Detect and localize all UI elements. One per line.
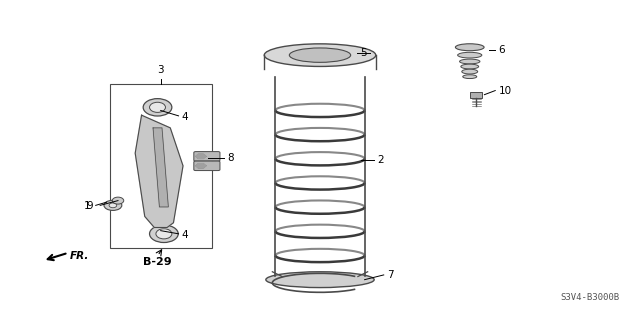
Text: 8: 8 [228,153,234,163]
Text: FR.: FR. [70,251,90,261]
Text: 10: 10 [499,85,511,96]
FancyBboxPatch shape [194,161,220,171]
Text: 5: 5 [360,48,367,58]
Polygon shape [135,115,183,227]
Polygon shape [196,164,206,168]
Ellipse shape [458,52,482,58]
Bar [109,84,212,248]
Text: 7: 7 [387,270,394,280]
Ellipse shape [460,59,480,64]
Ellipse shape [112,197,124,204]
Text: 3: 3 [157,65,164,75]
Ellipse shape [463,75,477,78]
Polygon shape [196,154,206,159]
FancyBboxPatch shape [194,152,220,161]
Ellipse shape [462,69,477,74]
Ellipse shape [456,44,484,51]
Text: 9: 9 [86,201,93,211]
Ellipse shape [266,272,374,287]
Text: 4: 4 [182,112,188,122]
Polygon shape [153,128,168,207]
Ellipse shape [264,44,376,66]
Ellipse shape [109,203,116,208]
Text: S3V4-B3000B: S3V4-B3000B [561,293,620,302]
Ellipse shape [461,64,479,69]
Text: B-29: B-29 [143,257,172,267]
Bar [470,93,483,98]
Ellipse shape [104,200,122,211]
Text: 2: 2 [378,154,384,165]
Text: 6: 6 [499,45,505,56]
Text: 4: 4 [182,230,188,240]
Ellipse shape [143,99,172,116]
Ellipse shape [289,48,351,62]
Ellipse shape [150,102,166,112]
Ellipse shape [150,225,178,242]
Text: 1: 1 [84,201,91,211]
Ellipse shape [156,229,172,239]
